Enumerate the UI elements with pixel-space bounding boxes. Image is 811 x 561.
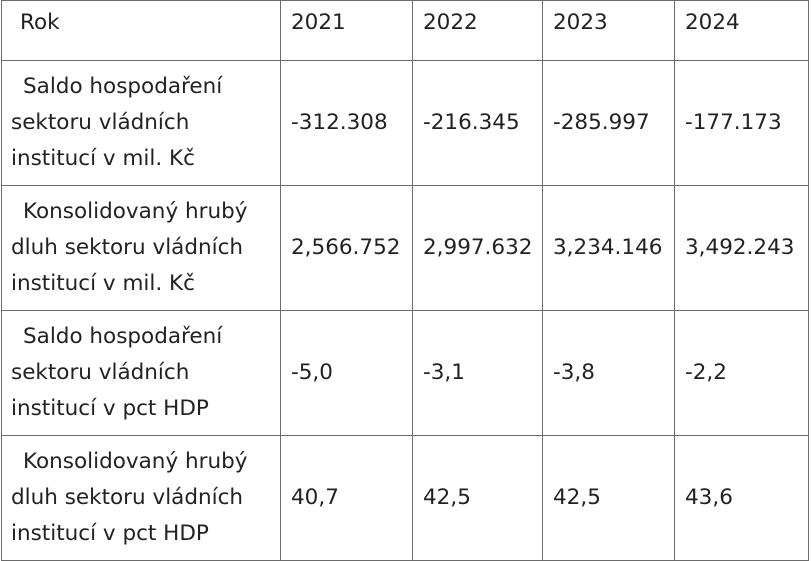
table-cell: -177.173 xyxy=(674,60,809,186)
table-cell: 3,234.146 xyxy=(542,185,675,311)
table-cell: 2,566.752 xyxy=(280,185,413,311)
table-cell: 2,997.632 xyxy=(412,185,543,311)
header-year-2023: 2023 xyxy=(542,0,675,61)
table-row: Konsolidovaný hrubý dluh sektoru vládníc… xyxy=(1,435,809,561)
table-row: Konsolidovaný hrubý dluh sektoru vládníc… xyxy=(1,185,809,311)
row-label: Saldo hospodaření sektoru vládních insti… xyxy=(1,60,281,186)
table-cell: -3,1 xyxy=(412,310,543,436)
row-label-text: Konsolidovaný hrubý dluh sektoru vládníc… xyxy=(11,449,248,546)
row-label-text: Saldo hospodaření sektoru vládních insti… xyxy=(11,74,223,171)
table-cell: 40,7 xyxy=(280,435,413,561)
table-cell: 42,5 xyxy=(542,435,675,561)
row-label: Saldo hospodaření sektoru vládních insti… xyxy=(1,310,281,436)
header-year-2024: 2024 xyxy=(674,0,809,61)
table-cell: -2,2 xyxy=(674,310,809,436)
row-label: Konsolidovaný hrubý dluh sektoru vládníc… xyxy=(1,185,281,311)
header-year-2021: 2021 xyxy=(280,0,413,61)
table-cell: -312.308 xyxy=(280,60,413,186)
table-cell: -285.997 xyxy=(542,60,675,186)
header-label-cell: Rok xyxy=(1,0,281,61)
table-cell: 3,492.243 xyxy=(674,185,809,311)
table-cell: -5,0 xyxy=(280,310,413,436)
table-cell: 42,5 xyxy=(412,435,543,561)
row-label-text: Saldo hospodaření sektoru vládních insti… xyxy=(11,324,223,421)
table-cell: 43,6 xyxy=(674,435,809,561)
table-cell: -3,8 xyxy=(542,310,675,436)
row-label: Konsolidovaný hrubý dluh sektoru vládníc… xyxy=(1,435,281,561)
row-label-text: Konsolidovaný hrubý dluh sektoru vládníc… xyxy=(11,199,248,296)
table-cell: -216.345 xyxy=(412,60,543,186)
table-row: Saldo hospodaření sektoru vládních insti… xyxy=(1,60,809,186)
header-year-2022: 2022 xyxy=(412,0,543,61)
table-row: Saldo hospodaření sektoru vládních insti… xyxy=(1,310,809,436)
table-header-row: Rok 2021 2022 2023 2024 xyxy=(1,0,809,61)
